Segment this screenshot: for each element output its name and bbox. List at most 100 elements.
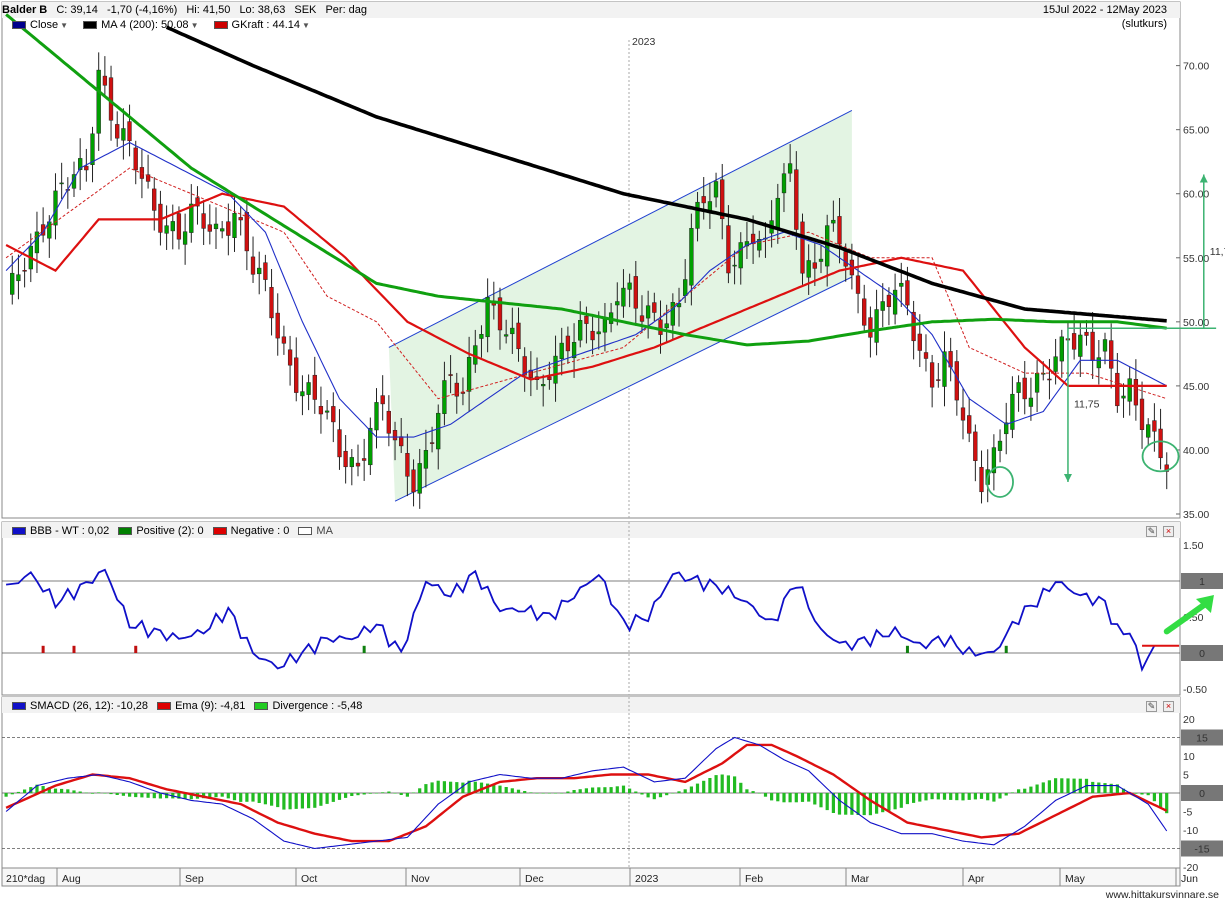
legend-close[interactable]: Close ▼ <box>12 19 74 31</box>
candle-body <box>1010 393 1015 430</box>
divergence-bar <box>313 793 317 808</box>
candle-body <box>868 317 873 338</box>
candle-body <box>818 258 824 262</box>
divergence-bar <box>1134 793 1138 794</box>
candle-body <box>170 221 175 232</box>
chevron-down-icon[interactable]: ▼ <box>60 21 69 30</box>
candle-body <box>300 391 305 397</box>
legend-smacd-line[interactable]: SMACD (26, 12): -10,28 <box>12 700 148 712</box>
legend-ma200-swatch <box>83 21 98 29</box>
legend-negative[interactable]: Negative : 0 <box>212 525 289 537</box>
candle-body <box>1034 373 1040 393</box>
legend-ema-swatch <box>157 702 172 710</box>
divergence-bar <box>813 793 817 805</box>
candle-body <box>269 287 274 319</box>
candle-body <box>294 357 299 393</box>
candle-body <box>399 436 404 447</box>
candle-body <box>1071 333 1077 350</box>
divergence-bar <box>770 793 774 801</box>
target-arrow-down-head <box>1063 473 1072 482</box>
month-label-feb: Feb <box>745 873 763 885</box>
candle-body <box>355 462 361 467</box>
smacd-line <box>5 736 1168 850</box>
month-label-nov: Nov <box>411 873 430 885</box>
divergence-bar <box>66 789 70 793</box>
candle-body <box>590 330 595 341</box>
divergence-bar <box>788 793 792 803</box>
wrench-icon[interactable]: ✎ <box>1146 526 1157 537</box>
candle-body <box>991 447 997 474</box>
divergence-bar <box>103 793 107 794</box>
candle-body <box>1158 428 1163 459</box>
divergence-bar <box>1097 782 1101 793</box>
candle-body <box>497 297 503 331</box>
candle-body <box>189 203 194 233</box>
divergence-bar <box>325 793 329 804</box>
divergence-bar <box>856 793 860 815</box>
legend-ema[interactable]: Ema (9): -4,81 <box>157 700 245 712</box>
candle-body <box>226 221 231 236</box>
candle-body <box>707 201 713 211</box>
divergence-bar <box>405 793 409 797</box>
divergence-bar <box>381 792 385 793</box>
candle-body <box>232 213 237 238</box>
candle-body <box>306 382 311 395</box>
footer-url[interactable]: www.hittakursvinnare.se <box>1105 889 1219 901</box>
month-label-mar: Mar <box>851 873 870 885</box>
close-icon[interactable]: × <box>1163 701 1174 712</box>
divergence-bar <box>121 793 125 796</box>
divergence-bar <box>368 793 372 794</box>
divergence-bar <box>763 793 768 797</box>
legend-gkraft[interactable]: GKraft : 44.14 ▼ <box>213 19 316 31</box>
divergence-bar <box>47 787 51 793</box>
divergence-bar <box>1109 783 1113 794</box>
divergence-bar <box>208 793 212 798</box>
candle-body <box>1121 395 1126 399</box>
candle-body <box>466 357 472 392</box>
candle-body <box>1127 378 1132 402</box>
legend-positive[interactable]: Positive (2): 0 <box>118 525 204 537</box>
close-icon[interactable]: × <box>1163 526 1174 537</box>
divergence-bar <box>140 793 144 798</box>
price-tick-label: 45.00 <box>1183 381 1209 393</box>
bbb-signal-arrow-shaft <box>1163 602 1207 635</box>
divergence-bar <box>294 793 298 809</box>
chevron-down-icon[interactable]: ▼ <box>190 21 199 30</box>
legend-ma[interactable]: MA <box>298 525 333 537</box>
divergence-bar <box>825 793 829 811</box>
divergence-bar <box>350 793 354 796</box>
chevron-down-icon[interactable]: ▼ <box>302 21 310 30</box>
candle-body <box>429 442 435 444</box>
divergence-bar <box>553 793 558 794</box>
candle-body <box>1152 420 1157 432</box>
divergence-bar <box>702 780 706 793</box>
smacd-tick-label: 5 <box>1183 770 1189 782</box>
divergence-bar <box>134 793 138 798</box>
divergence-bar <box>658 793 663 798</box>
candle-body <box>880 301 885 311</box>
candle-body <box>1139 398 1145 430</box>
divergence-bar <box>84 792 88 794</box>
divergence-bar <box>1029 786 1033 793</box>
divergence-bar <box>282 793 286 810</box>
legend-ma200[interactable]: MA 4 (200): 50.08 ▼ <box>83 19 204 31</box>
bbb-negative-bar <box>134 645 138 653</box>
divergence-bar <box>344 793 348 798</box>
price-tick-label: 40.00 <box>1183 445 1209 457</box>
legend-divergence[interactable]: Divergence : -5,48 <box>254 700 362 712</box>
candle-body <box>78 158 83 170</box>
divergence-bar <box>535 793 539 794</box>
divergence-bar <box>726 775 730 793</box>
price-basis: (slutkurs) <box>1121 18 1167 30</box>
divergence-bar <box>899 793 903 808</box>
divergence-bar <box>695 783 700 793</box>
legend-bbb-line[interactable]: BBB - WT : 0,02 <box>12 525 109 537</box>
legend-divergence-label: Divergence : -5,48 <box>272 700 363 712</box>
wrench-icon[interactable]: ✎ <box>1146 701 1157 712</box>
candle-body <box>886 294 892 307</box>
candle-body <box>195 197 200 207</box>
divergence-bar <box>337 793 342 800</box>
divergence-bar <box>152 793 156 799</box>
candle-body <box>503 334 509 337</box>
